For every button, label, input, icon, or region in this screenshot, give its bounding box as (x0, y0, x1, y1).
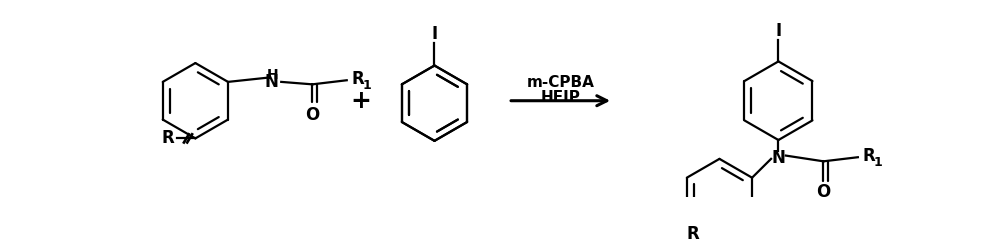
Text: HFIP: HFIP (541, 90, 581, 105)
Text: 1: 1 (874, 156, 883, 169)
Text: N: N (264, 73, 278, 91)
Text: R: R (352, 70, 365, 88)
Text: I: I (431, 25, 438, 43)
Text: H: H (267, 68, 279, 82)
Text: R: R (687, 225, 700, 241)
Text: +: + (350, 89, 371, 113)
Text: O: O (816, 183, 831, 201)
Text: 1: 1 (363, 79, 372, 92)
Text: R: R (161, 129, 174, 147)
Text: I: I (775, 22, 781, 40)
Text: R: R (863, 147, 876, 165)
Text: m-CPBA: m-CPBA (527, 75, 595, 90)
Text: O: O (305, 106, 319, 124)
Text: N: N (771, 149, 785, 167)
